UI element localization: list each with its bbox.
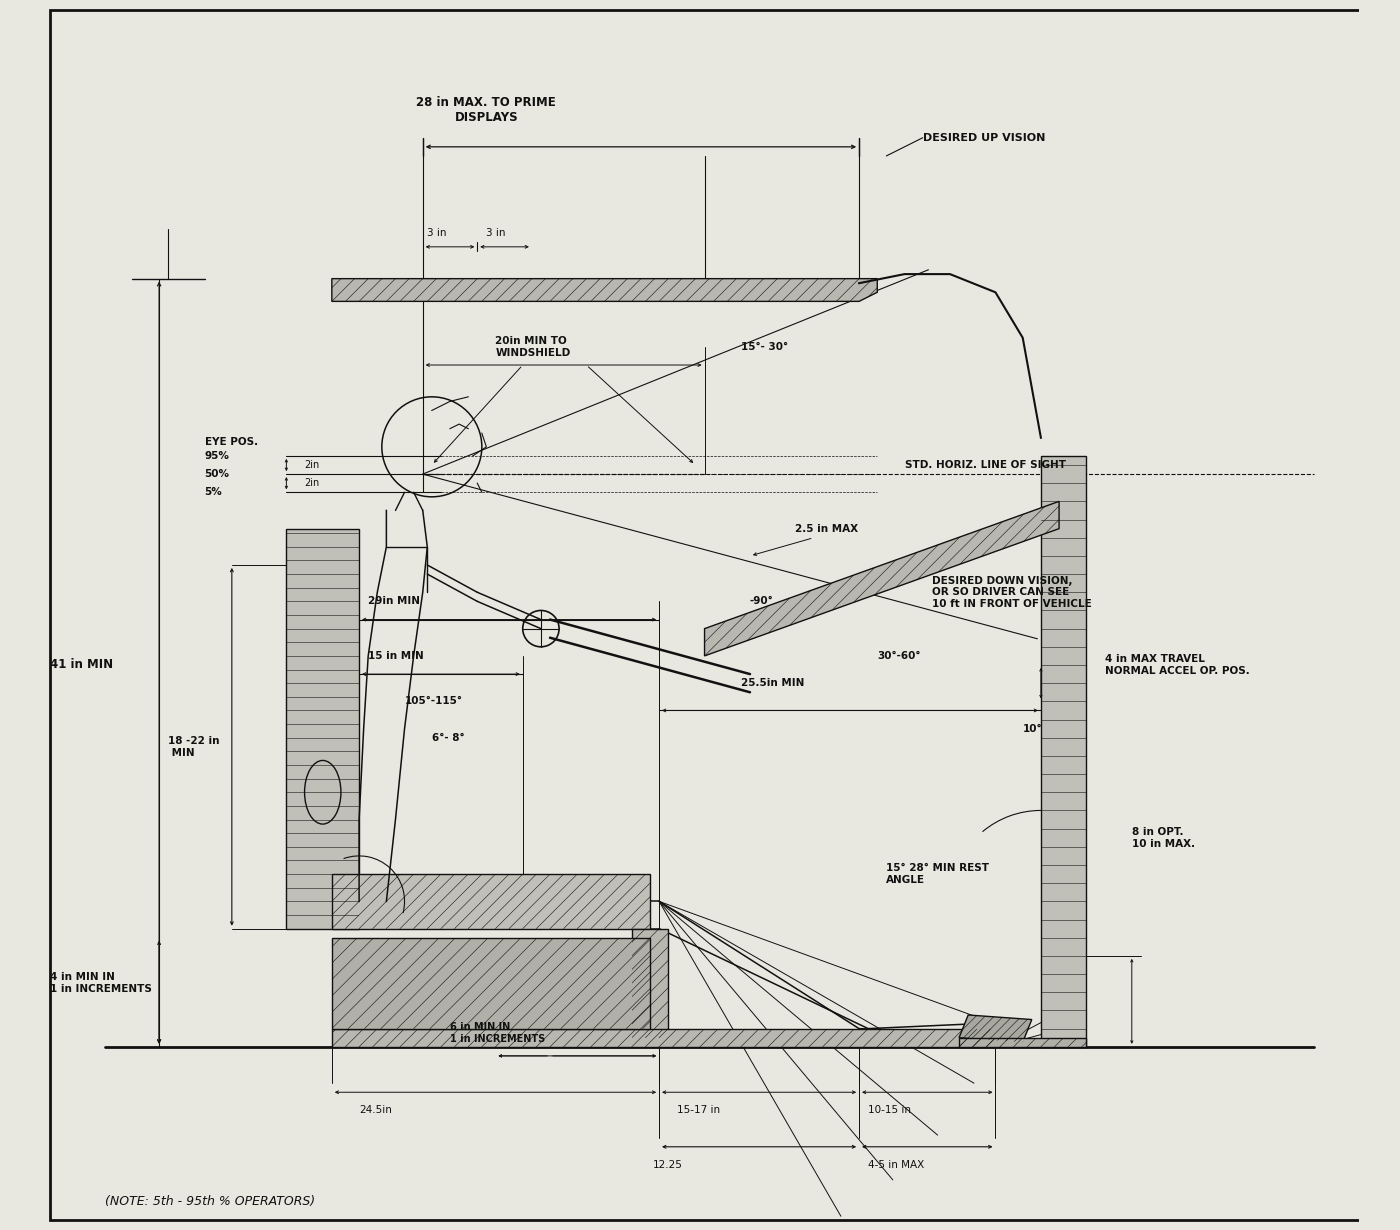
Text: 15° 28° MIN REST
ANGLE: 15° 28° MIN REST ANGLE (886, 863, 990, 884)
Text: 8 in OPT.
10 in MAX.: 8 in OPT. 10 in MAX. (1131, 827, 1196, 849)
Text: 95%: 95% (204, 451, 230, 461)
Text: -90°: -90° (750, 597, 774, 606)
Text: 5%: 5% (204, 487, 223, 497)
Text: 50%: 50% (204, 469, 230, 480)
Text: 2.5 in MAX: 2.5 in MAX (795, 524, 858, 534)
Text: STD. HORIZ. LINE OF SIGHT: STD. HORIZ. LINE OF SIGHT (904, 460, 1065, 470)
Text: 28 in MAX. TO PRIME
DISPLAYS: 28 in MAX. TO PRIME DISPLAYS (416, 96, 556, 124)
Text: 30°-60°: 30°-60° (878, 651, 921, 661)
Text: 25.5in MIN: 25.5in MIN (741, 678, 804, 688)
Polygon shape (704, 502, 1058, 656)
Text: 29in MIN: 29in MIN (368, 597, 420, 606)
Text: 2in: 2in (305, 478, 319, 488)
Text: 15 in MIN: 15 in MIN (368, 651, 424, 661)
Text: 41 in MIN: 41 in MIN (50, 658, 113, 672)
Polygon shape (332, 937, 650, 1028)
Text: 24.5in: 24.5in (360, 1106, 392, 1116)
Polygon shape (1040, 456, 1086, 1047)
Text: 10°: 10° (1023, 723, 1043, 733)
Text: 12.25: 12.25 (654, 1160, 683, 1170)
Polygon shape (631, 929, 668, 1038)
Polygon shape (959, 1015, 1032, 1042)
Text: 18 -22 in
 MIN: 18 -22 in MIN (168, 736, 220, 758)
Text: 15-17 in: 15-17 in (678, 1106, 721, 1116)
Polygon shape (287, 529, 360, 929)
Text: 10-15 in: 10-15 in (868, 1106, 911, 1116)
Text: 6 in MIN IN
1 in INCREMENTS: 6 in MIN IN 1 in INCREMENTS (449, 1022, 545, 1044)
Text: 4 in MIN IN
1 in INCREMENTS: 4 in MIN IN 1 in INCREMENTS (50, 973, 153, 994)
Text: 4 in MAX TRAVEL
NORMAL ACCEL OP. POS.: 4 in MAX TRAVEL NORMAL ACCEL OP. POS. (1105, 654, 1249, 675)
Text: (NOTE: 5th - 95th % OPERATORS): (NOTE: 5th - 95th % OPERATORS) (105, 1194, 315, 1208)
Text: 20in MIN TO
WINDSHIELD: 20in MIN TO WINDSHIELD (496, 336, 571, 358)
Text: 15°- 30°: 15°- 30° (741, 342, 788, 352)
Text: 3 in: 3 in (486, 229, 505, 239)
Text: 2in: 2in (305, 460, 319, 470)
Polygon shape (959, 1038, 1086, 1047)
Polygon shape (332, 279, 878, 301)
Text: DESIRED UP VISION: DESIRED UP VISION (923, 133, 1044, 143)
Text: 4-5 in MAX: 4-5 in MAX (868, 1160, 924, 1170)
Text: DESIRED DOWN VISION,
OR SO DRIVER CAN SEE
10 ft IN FRONT OF VEHICLE: DESIRED DOWN VISION, OR SO DRIVER CAN SE… (932, 576, 1092, 609)
Text: 6°- 8°: 6°- 8° (431, 733, 465, 743)
Polygon shape (332, 875, 650, 929)
Polygon shape (332, 1028, 995, 1047)
Text: 3 in: 3 in (427, 229, 447, 239)
Text: EYE POS.: EYE POS. (204, 438, 258, 448)
Text: 105°-115°: 105°-115° (405, 696, 462, 706)
